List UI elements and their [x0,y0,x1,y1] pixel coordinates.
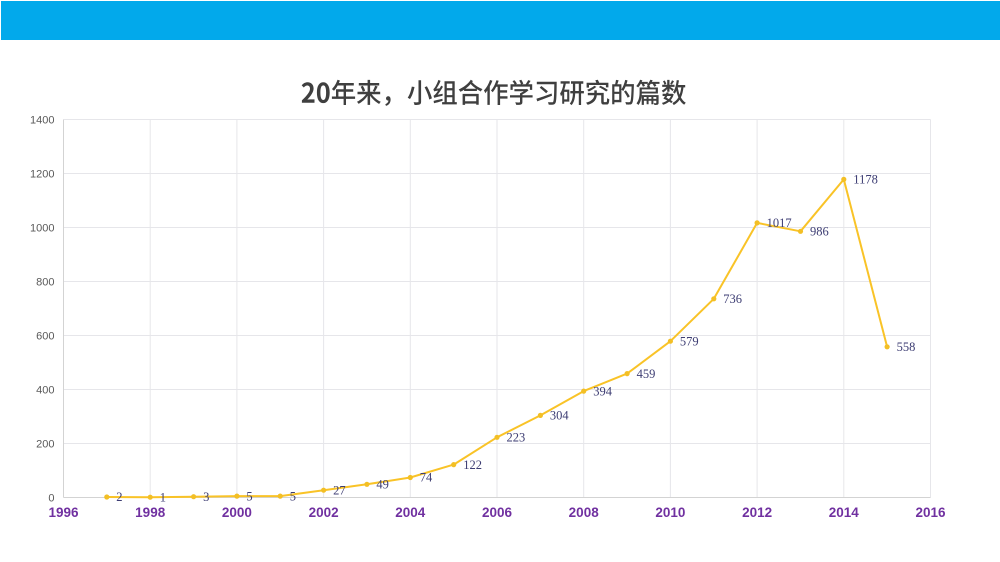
svg-text:558: 558 [897,340,916,354]
svg-text:1996: 1996 [48,505,79,520]
svg-text:2012: 2012 [742,505,772,520]
svg-text:736: 736 [723,292,742,306]
svg-text:2014: 2014 [829,505,860,520]
svg-text:1400: 1400 [30,114,54,126]
svg-text:459: 459 [637,367,656,381]
svg-text:200: 200 [36,438,54,450]
svg-text:2006: 2006 [482,505,513,520]
svg-text:579: 579 [680,334,699,348]
svg-text:800: 800 [36,276,54,288]
svg-text:2010: 2010 [655,505,685,520]
svg-text:223: 223 [507,431,526,445]
svg-text:1: 1 [160,490,166,504]
svg-text:0: 0 [48,492,54,504]
svg-text:400: 400 [36,384,54,396]
svg-text:1017: 1017 [767,216,792,230]
svg-text:394: 394 [593,384,613,398]
svg-text:2: 2 [116,490,122,504]
svg-text:2016: 2016 [915,505,946,520]
svg-text:2008: 2008 [569,505,600,520]
svg-text:1178: 1178 [853,173,878,187]
svg-text:1000: 1000 [30,222,54,234]
svg-text:304: 304 [550,409,570,423]
svg-text:49: 49 [376,478,389,492]
svg-text:74: 74 [420,471,433,485]
svg-text:1200: 1200 [30,168,54,180]
svg-text:986: 986 [810,225,829,239]
svg-text:600: 600 [36,330,54,342]
svg-text:3: 3 [203,490,209,504]
svg-text:5: 5 [246,489,252,503]
svg-text:27: 27 [333,483,346,497]
svg-text:1998: 1998 [135,505,166,520]
svg-text:5: 5 [290,489,296,503]
svg-text:2004: 2004 [395,505,426,520]
svg-text:2000: 2000 [222,505,252,520]
svg-text:122: 122 [463,458,482,472]
svg-text:2002: 2002 [309,505,339,520]
